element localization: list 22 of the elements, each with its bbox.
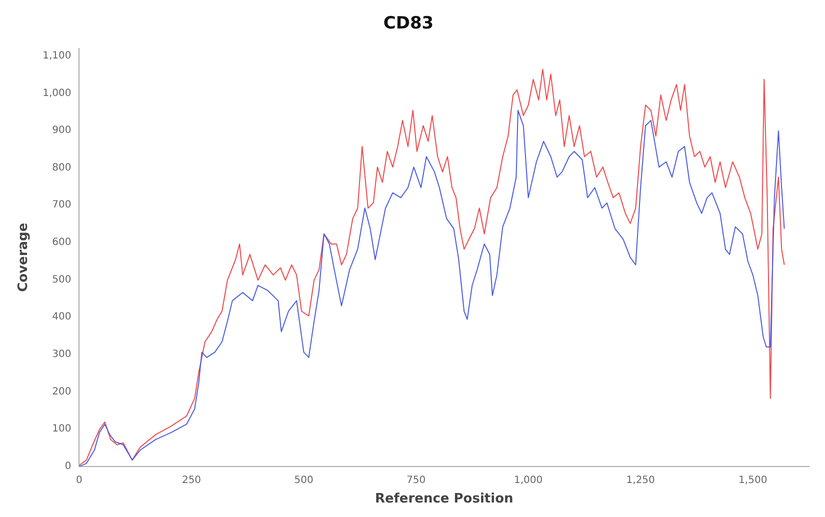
x-tick-label: 750 <box>406 474 426 486</box>
y-tick-label: 800 <box>52 162 72 174</box>
y-axis-title: Coverage <box>16 222 32 292</box>
y-tick-label: 700 <box>52 200 72 211</box>
y-tick-label: 400 <box>52 312 72 323</box>
x-tick-label: 250 <box>182 474 202 486</box>
y-tick-label: 600 <box>52 237 72 248</box>
y-tick-label: 900 <box>52 125 72 136</box>
x-tick-label: 0 <box>76 474 82 486</box>
x-tick-label: 1,250 <box>626 474 655 486</box>
chart-title: CD83 <box>383 14 434 34</box>
x-tick-label: 500 <box>294 474 314 486</box>
x-tick-label: 1,500 <box>738 474 768 486</box>
y-tick-label: 200 <box>52 386 72 398</box>
y-tick-label: 100 <box>52 424 72 435</box>
x-tick-label: 1,000 <box>514 474 543 486</box>
y-tick-label: 300 <box>52 349 72 360</box>
x-axis-title: Reference Position <box>374 492 514 507</box>
y-tick-label: 0 <box>64 460 72 472</box>
y-tick-label: 500 <box>52 274 72 286</box>
y-tick-label: 1,100 <box>42 50 72 62</box>
y-tick-label: 1,000 <box>42 88 72 99</box>
